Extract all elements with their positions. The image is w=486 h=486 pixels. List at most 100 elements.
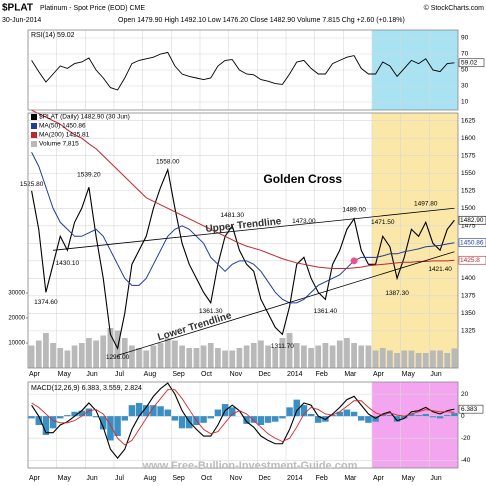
macd-histogram-bar: [143, 405, 150, 417]
volume-bar: [157, 343, 164, 368]
macd-histogram-bar: [386, 415, 394, 417]
volume-bar: [222, 350, 228, 368]
price-annotation: 1539.20: [77, 172, 101, 179]
volume-bar: [28, 345, 35, 368]
x-tick-label: Jun: [86, 475, 97, 482]
macd-histogram-bar: [157, 406, 164, 417]
volume-bar: [258, 340, 264, 368]
price-annotation: 1473.00: [292, 218, 316, 225]
volume-bar: [215, 348, 221, 368]
legend-label: $PLAT (Daily) 1482.90 (30 Jun): [39, 114, 130, 121]
price-tag-label: 1482.90: [460, 217, 484, 224]
rsi-label: RSI(14) 59.02: [31, 32, 75, 39]
price-annotation: 1471.50: [371, 219, 395, 226]
frame: [27, 29, 459, 111]
frame: [27, 112, 459, 369]
macd-histogram-bar: [49, 416, 57, 429]
y-tick-label: 1400: [461, 275, 476, 282]
macd-histogram-bar: [286, 407, 293, 417]
volume-bar: [279, 338, 286, 368]
macd-label: MACD(12,26,9) 6.383, 3.559, 2.824: [31, 385, 142, 392]
price-tag-label: 1425.8: [460, 257, 480, 264]
signal-line: [31, 389, 455, 446]
macd-histogram-bar: [214, 409, 222, 417]
price-tag-label: 1450.86: [460, 239, 484, 246]
x-tick-label: May: [402, 475, 416, 482]
macd-tag-label: 6.383: [461, 406, 478, 413]
price-annotation: 1430.10: [56, 260, 80, 267]
y-tick-label: 1350: [461, 310, 476, 317]
price-annotation: 1311.70: [271, 343, 294, 350]
volume-bar: [57, 348, 64, 368]
x-tick-label: 2014: [287, 475, 303, 482]
macd-histogram-bar: [444, 415, 451, 417]
x-tick-label: Oct: [201, 475, 212, 482]
x-tick-label: Apr: [373, 475, 385, 482]
volume-bar: [430, 350, 436, 368]
volume-bar: [322, 343, 329, 368]
volume-bar: [78, 343, 85, 368]
macd-histogram-bar: [243, 416, 250, 424]
legend-label: MA(50) 1450.86: [39, 123, 86, 130]
macd-histogram-bar: [422, 413, 429, 417]
x-tick-label: May: [58, 371, 72, 378]
volume-bar: [93, 340, 99, 368]
y-tick-label: 30: [461, 83, 469, 90]
x-tick-label: Nov: [230, 371, 243, 378]
macd-histogram-bar: [393, 416, 401, 422]
y-tick-label: 10: [461, 99, 469, 106]
macd-histogram-bar: [178, 416, 186, 429]
x-tick-label: Jun: [430, 371, 441, 378]
symbol: $PLAT: [2, 3, 33, 14]
macd-histogram-bar: [28, 416, 35, 419]
volume-bar: [136, 348, 142, 368]
macd-histogram-bar: [150, 405, 157, 417]
volume-bar: [293, 343, 300, 368]
y-tick-label: -40: [461, 457, 471, 464]
macd-histogram-bar: [92, 416, 100, 418]
macd-histogram-bar: [300, 405, 308, 417]
volume-bar: [308, 348, 314, 368]
price-annotation: 1421.40: [428, 266, 452, 273]
x-tick-label: May: [402, 371, 416, 378]
macd-line: [31, 382, 455, 459]
volume-bar: [451, 348, 458, 368]
x-tick-label: Jun: [430, 475, 441, 482]
legend-swatch: [31, 114, 37, 120]
volume-bar: [365, 345, 372, 368]
macd-histogram-bar: [114, 416, 121, 437]
x-tick-label: Feb: [316, 475, 328, 482]
macd-histogram-bar: [64, 415, 71, 417]
x-tick-label: Sep: [172, 371, 185, 378]
macd-histogram-bar: [293, 399, 300, 417]
price-annotation: 1374.60: [34, 299, 58, 306]
macd-histogram-bar: [436, 416, 444, 419]
price-annotation: 1361.40: [314, 308, 338, 315]
macd-histogram-bar: [451, 413, 458, 417]
y-tick-label: 1575: [461, 152, 476, 159]
golden-cross-label: Golden Cross: [263, 172, 342, 186]
moving-average-line: [31, 152, 455, 304]
volume-bar: [265, 345, 271, 368]
macd-histogram-bar: [71, 411, 78, 417]
macd-histogram-bar: [358, 416, 365, 421]
macd-histogram-bar: [250, 416, 257, 423]
volume-bar: [164, 338, 171, 368]
volume-bar: [336, 340, 343, 368]
macd-histogram-bar: [408, 413, 415, 417]
legend-swatch: [31, 123, 37, 129]
price-annotation: 1489.00: [342, 207, 366, 214]
volume-bar: [207, 343, 214, 368]
x-tick-label: Mar: [344, 475, 357, 482]
legend-label: Volume 7,815: [39, 141, 79, 148]
x-tick-label: Jul: [115, 371, 124, 378]
volume-bar: [272, 348, 279, 368]
y-tick-label: 1325: [461, 328, 476, 335]
rsi-tag: [458, 58, 485, 68]
price-annotation: 1361.30: [199, 308, 223, 315]
macd-histogram-bar: [78, 410, 85, 417]
x-tick-label: Apr: [373, 371, 385, 378]
macd-histogram-bar: [171, 416, 179, 421]
price-tag: [458, 215, 486, 225]
x-tick-label: Mar: [344, 371, 357, 378]
